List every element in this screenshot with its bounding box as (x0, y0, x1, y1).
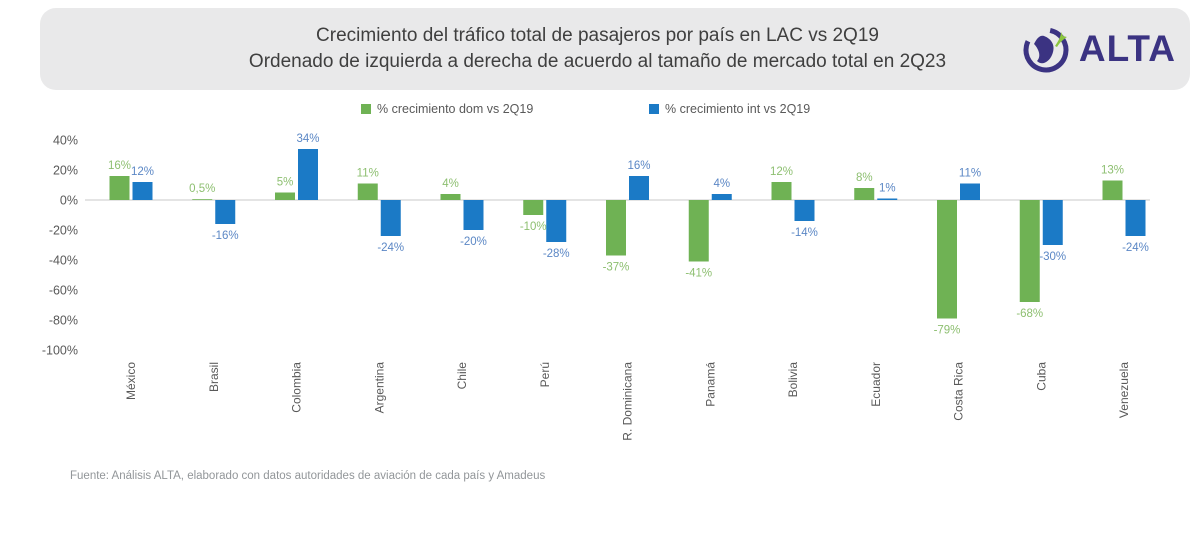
y-tick-20%: 20% (53, 164, 78, 178)
value-label-dom-Ecuador: 8% (856, 172, 873, 184)
value-label-int-Ecuador: 1% (879, 183, 896, 195)
bar-int-R. Dominicana (629, 176, 649, 200)
value-label-dom-Panamá: -41% (685, 268, 712, 280)
legend-item-int: % crecimiento int vs 2Q19 (649, 102, 810, 116)
value-label-int-Panamá: 4% (713, 178, 730, 190)
category-label-Venezuela: Venezuela (1117, 362, 1131, 418)
value-label-dom-México: 16% (108, 160, 131, 172)
bar-dom-Venezuela (1102, 180, 1123, 200)
legend-swatch-dom-icon (361, 104, 371, 114)
y-tick--20%: -20% (49, 224, 78, 238)
bar-int-Costa Rica (960, 183, 980, 200)
header-band: Crecimiento del tráfico total de pasajer… (40, 8, 1190, 90)
legend-swatch-int-icon (649, 104, 659, 114)
category-label-Chile: Chile (455, 362, 469, 390)
chart-subtitle: Ordenado de izquierda a derecha de acuer… (248, 51, 947, 72)
value-label-int-Cuba: -30% (1039, 251, 1066, 263)
value-label-dom-Argentina: 11% (357, 168, 379, 180)
legend-item-dom: % crecimiento dom vs 2Q19 (361, 102, 533, 116)
value-label-dom-Colombia: 5% (277, 177, 294, 189)
value-label-dom-Bolivia: 12% (770, 166, 793, 178)
alta-logo: ALTA (1019, 18, 1176, 80)
category-label-Cuba: Cuba (1034, 362, 1048, 391)
value-label-dom-R. Dominicana: -37% (603, 262, 630, 274)
value-label-int-Costa Rica: 11% (959, 168, 981, 180)
value-label-dom-Chile: 4% (442, 178, 459, 190)
value-label-int-Venezuela: -24% (1122, 242, 1149, 254)
value-label-int-Colombia: 34% (296, 133, 319, 145)
category-label-Brasil: Brasil (207, 362, 221, 392)
value-label-int-Brasil: -16% (212, 230, 239, 242)
bar-dom-México (109, 176, 130, 200)
category-label-Costa Rica: Costa Rica (952, 362, 966, 421)
bar-dom-Cuba (1019, 200, 1040, 302)
bar-int-Bolivia (794, 200, 815, 221)
bar-int-Venezuela (1125, 200, 1146, 236)
bar-dom-Brasil (192, 199, 213, 200)
bar-dom-R. Dominicana (606, 200, 626, 256)
legend-label-int: % crecimiento int vs 2Q19 (665, 102, 811, 116)
category-label-Colombia: Colombia (290, 362, 304, 413)
value-label-int-Perú: -28% (543, 248, 570, 260)
chart-legend: % crecimiento dom vs 2Q19 % crecimiento … (0, 102, 1200, 120)
y-tick-0%: 0% (60, 194, 78, 208)
value-label-dom-Cuba: -68% (1016, 308, 1043, 320)
alta-globe-icon (1023, 27, 1069, 73)
value-label-int-Bolivia: -14% (791, 227, 818, 239)
bar-dom-Panamá (688, 200, 709, 262)
bar-int-Ecuador (877, 198, 898, 200)
value-label-dom-Costa Rica: -79% (934, 325, 961, 337)
bar-dom-Ecuador (854, 188, 875, 200)
category-label-R. Dominicana: R. Dominicana (621, 362, 635, 441)
y-tick-40%: 40% (53, 134, 78, 148)
bar-dom-Perú (523, 200, 544, 215)
y-tick--40%: -40% (49, 254, 78, 268)
bar-int-Brasil (215, 200, 236, 224)
bar-dom-Argentina (357, 183, 378, 200)
source-note: Fuente: Análisis ALTA, elaborado con dat… (70, 470, 546, 482)
bar-int-Cuba (1042, 200, 1063, 245)
category-label-México: México (124, 362, 138, 400)
value-label-dom-Brasil: 0,5% (189, 183, 215, 195)
bar-int-Chile (463, 200, 484, 230)
category-label-Argentina: Argentina (372, 362, 386, 414)
value-label-dom-Venezuela: 13% (1101, 165, 1124, 177)
bar-dom-Bolivia (771, 182, 792, 200)
legend-label-dom: % crecimiento dom vs 2Q19 (377, 102, 534, 116)
value-label-int-Chile: -20% (460, 236, 487, 248)
bar-int-Panamá (711, 194, 732, 200)
bar-int-México (132, 182, 153, 200)
category-label-Bolivia: Bolivia (786, 362, 800, 398)
category-label-Ecuador: Ecuador (869, 362, 883, 407)
value-label-int-R. Dominicana: 16% (627, 160, 650, 172)
bar-int-Perú (546, 200, 567, 242)
bar-dom-Costa Rica (937, 200, 957, 319)
bar-dom-Chile (440, 194, 461, 200)
chart-titles: Crecimiento del tráfico total de pasajer… (140, 23, 1055, 75)
category-label-Panamá: Panamá (703, 362, 717, 407)
alta-logo-text: ALTA (1078, 28, 1176, 69)
y-tick--60%: -60% (49, 284, 78, 298)
bar-int-Colombia (298, 149, 318, 200)
bar-int-Argentina (380, 200, 401, 236)
value-label-int-México: 12% (131, 166, 154, 178)
category-label-Perú: Perú (538, 362, 552, 387)
y-tick--80%: -80% (49, 314, 78, 328)
chart-title: Crecimiento del tráfico total de pasajer… (316, 25, 879, 46)
bar-dom-Colombia (275, 192, 295, 200)
y-tick--100%: -100% (42, 344, 78, 358)
value-label-dom-Perú: -10% (520, 221, 547, 233)
value-label-int-Argentina: -24% (377, 242, 404, 254)
